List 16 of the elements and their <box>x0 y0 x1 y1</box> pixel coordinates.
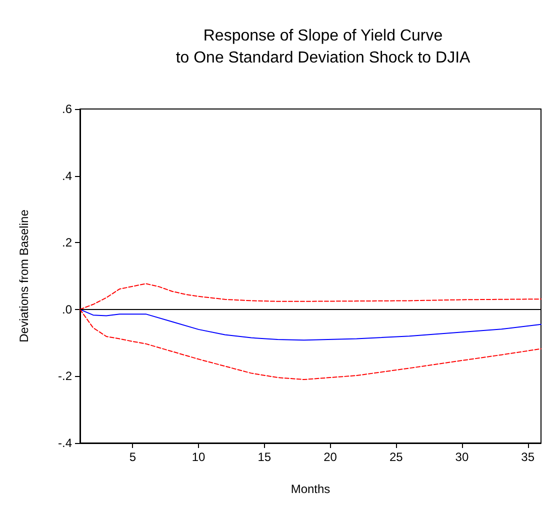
y-tick-label: .4 <box>62 168 72 183</box>
x-tick-label: 5 <box>129 450 136 464</box>
y-axis-title: Deviations from Baseline <box>17 209 31 342</box>
x-tick-label: 10 <box>192 450 206 464</box>
x-tick-label: 15 <box>258 450 272 464</box>
x-axis-title: Months <box>290 482 330 496</box>
y-tick-label: -.4 <box>58 436 72 450</box>
chart-title: Response of Slope of Yield Curve to One Standard Deviation Shock to DJIA <box>176 28 471 66</box>
y-tick-label: .0 <box>62 302 72 316</box>
y-tick-label: .6 <box>62 102 72 116</box>
x-tick-label: 20 <box>324 450 338 464</box>
y-tick-label: .2 <box>62 236 72 250</box>
x-tick-label: 30 <box>455 450 469 464</box>
x-tick-label: 25 <box>389 450 404 464</box>
y-tick-label: -.2 <box>58 369 72 384</box>
x-tick-label: 35 <box>521 450 535 464</box>
